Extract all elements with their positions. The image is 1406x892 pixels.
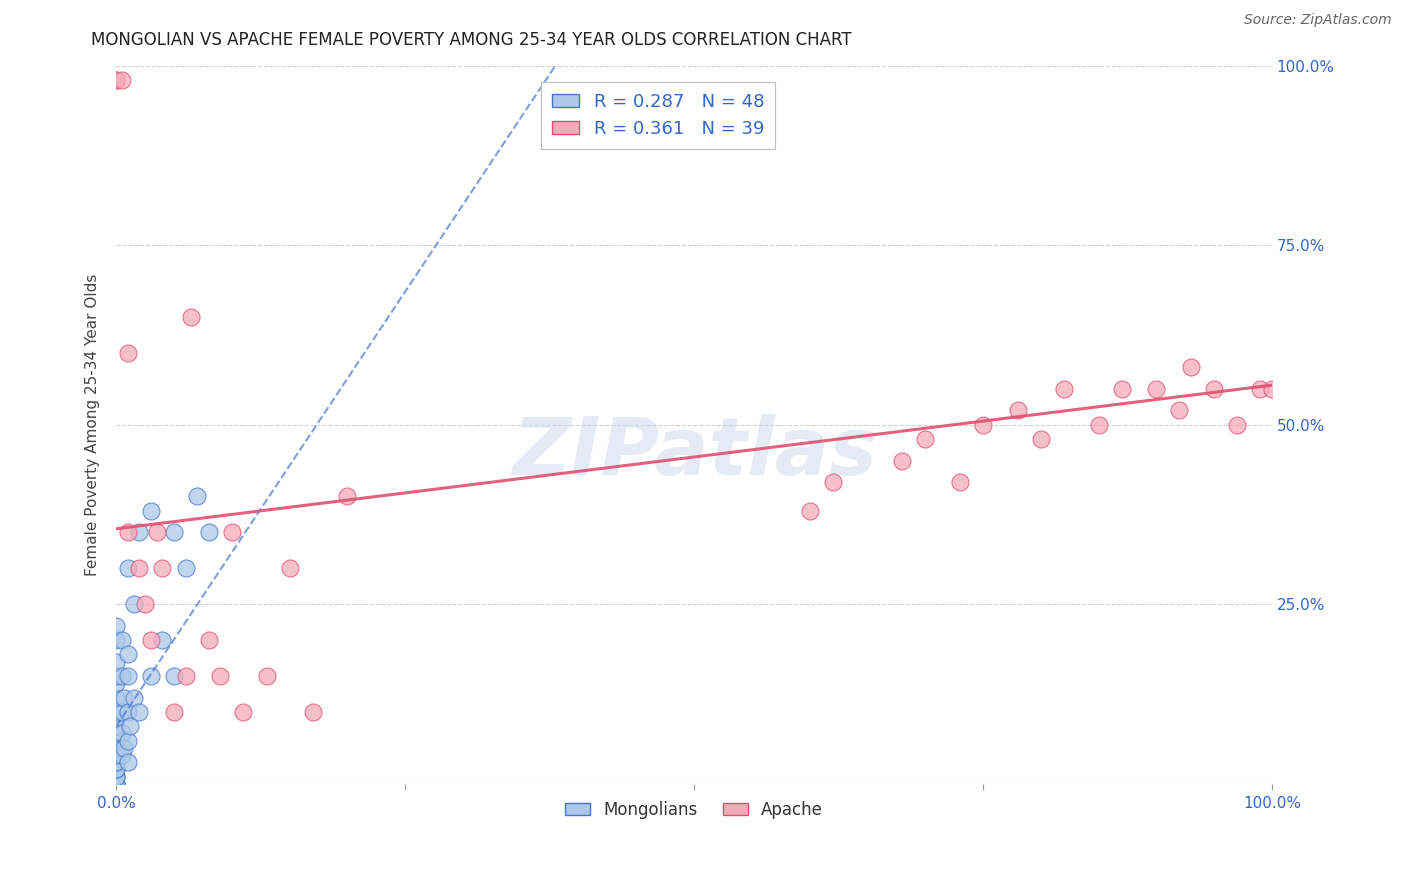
Point — [117, 648, 139, 662]
Point — [105, 676, 128, 690]
Point — [105, 733, 128, 747]
Point — [117, 705, 139, 719]
Point — [197, 525, 219, 540]
Point — [163, 669, 186, 683]
Point — [117, 755, 139, 769]
Point — [1144, 382, 1167, 396]
Point — [1007, 403, 1029, 417]
Point — [111, 633, 134, 648]
Point — [174, 561, 197, 575]
Point — [174, 669, 197, 683]
Point — [122, 597, 145, 611]
Point — [120, 719, 142, 733]
Point — [105, 73, 128, 87]
Point — [1168, 403, 1191, 417]
Point — [105, 690, 128, 705]
Point — [111, 73, 134, 87]
Point — [1226, 417, 1249, 432]
Point — [197, 633, 219, 648]
Point — [1249, 382, 1271, 396]
Text: ZIPatlas: ZIPatlas — [512, 415, 876, 492]
Point — [105, 755, 128, 769]
Point — [122, 690, 145, 705]
Point — [139, 504, 162, 518]
Legend: Mongolians, Apache: Mongolians, Apache — [558, 795, 830, 826]
Point — [105, 719, 128, 733]
Point — [105, 763, 128, 777]
Point — [186, 490, 208, 504]
Point — [209, 669, 232, 683]
Point — [105, 73, 128, 87]
Point — [1204, 382, 1226, 396]
Point — [949, 475, 972, 489]
Point — [105, 747, 128, 762]
Text: Source: ZipAtlas.com: Source: ZipAtlas.com — [1244, 13, 1392, 28]
Point — [117, 669, 139, 683]
Point — [117, 525, 139, 540]
Point — [105, 619, 128, 633]
Point — [105, 763, 128, 777]
Text: MONGOLIAN VS APACHE FEMALE POVERTY AMONG 25-34 YEAR OLDS CORRELATION CHART: MONGOLIAN VS APACHE FEMALE POVERTY AMONG… — [91, 31, 852, 49]
Point — [105, 755, 128, 769]
Point — [105, 669, 128, 683]
Point — [891, 453, 914, 467]
Point — [111, 726, 134, 740]
Point — [799, 504, 821, 518]
Point — [105, 740, 128, 755]
Point — [163, 525, 186, 540]
Point — [105, 705, 128, 719]
Point — [128, 561, 150, 575]
Point — [1087, 417, 1109, 432]
Point — [152, 633, 174, 648]
Point — [105, 777, 128, 791]
Point — [105, 777, 128, 791]
Point — [221, 525, 243, 540]
Point — [1261, 382, 1284, 396]
Point — [105, 777, 128, 791]
Point — [301, 705, 323, 719]
Point — [105, 712, 128, 726]
Point — [1111, 382, 1133, 396]
Point — [112, 740, 135, 755]
Point — [128, 525, 150, 540]
Point — [821, 475, 844, 489]
Point — [1053, 382, 1076, 396]
Point — [139, 633, 162, 648]
Point — [145, 525, 167, 540]
Point — [134, 597, 156, 611]
Point — [232, 705, 254, 719]
Point — [105, 633, 128, 648]
Point — [105, 770, 128, 784]
Y-axis label: Female Poverty Among 25-34 Year Olds: Female Poverty Among 25-34 Year Olds — [86, 274, 100, 576]
Point — [111, 705, 134, 719]
Point — [972, 417, 994, 432]
Point — [105, 726, 128, 740]
Point — [139, 669, 162, 683]
Point — [914, 432, 936, 446]
Point — [111, 669, 134, 683]
Point — [278, 561, 301, 575]
Point — [1180, 360, 1202, 375]
Point — [117, 346, 139, 360]
Point — [180, 310, 202, 324]
Point — [256, 669, 278, 683]
Point — [117, 733, 139, 747]
Point — [163, 705, 186, 719]
Point — [336, 490, 359, 504]
Point — [111, 747, 134, 762]
Point — [112, 690, 135, 705]
Point — [105, 655, 128, 669]
Point — [117, 561, 139, 575]
Point — [128, 705, 150, 719]
Point — [105, 770, 128, 784]
Point — [152, 561, 174, 575]
Point — [1029, 432, 1052, 446]
